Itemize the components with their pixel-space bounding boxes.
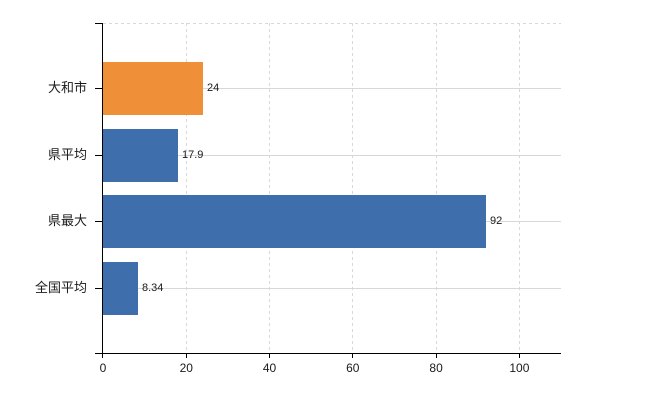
horizontal-gridline [103, 87, 561, 89]
plot-top-gridline [103, 23, 561, 24]
category-label: 県平均 [47, 147, 87, 162]
x-tick-label: 40 [262, 361, 277, 375]
x-tick-label: 20 [179, 361, 193, 375]
bar-value-label: 8.34 [142, 282, 164, 294]
bar-県平均 [103, 128, 178, 182]
bar-value-label: 24 [207, 82, 220, 94]
vertical-gridline [435, 23, 437, 353]
category-label: 県最大 [47, 213, 87, 228]
x-tick-label: 100 [509, 361, 530, 375]
x-axis-tick [352, 353, 354, 358]
vertical-gridline [185, 23, 187, 353]
horizontal-gridline [103, 154, 561, 156]
x-axis-tick [185, 353, 187, 358]
bar-value-label: 92 [490, 215, 503, 227]
y-axis-category-tick [95, 154, 103, 156]
bar-県最大 [103, 194, 486, 248]
x-axis-tick [518, 353, 520, 358]
category-label: 全国平均 [34, 280, 87, 295]
x-axis-tick [269, 353, 271, 358]
bar-全国平均 [103, 261, 138, 315]
category-label: 大和市 [47, 80, 87, 95]
y-axis-category-tick [95, 287, 103, 289]
x-axis-tick [435, 353, 437, 358]
horizontal-gridline [103, 287, 561, 289]
x-tick-label: 80 [429, 361, 443, 375]
x-tick-label: 60 [346, 361, 360, 375]
x-tick-label: 0 [99, 361, 107, 375]
bar-大和市 [103, 61, 203, 115]
plot-area: 24 17.9 92 8.34 0 20 40 60 80 100 [95, 23, 561, 375]
bar-value-label: 17.9 [182, 149, 204, 161]
x-axis-left-overhang [95, 353, 103, 354]
vertical-gridline [269, 23, 271, 353]
y-axis-category-tick [95, 87, 103, 89]
vertical-gridline [352, 23, 354, 353]
y-axis-top-tick [95, 23, 103, 24]
x-axis-tick [102, 353, 103, 358]
vertical-gridline [518, 23, 520, 353]
y-axis-category-tick [95, 220, 103, 222]
